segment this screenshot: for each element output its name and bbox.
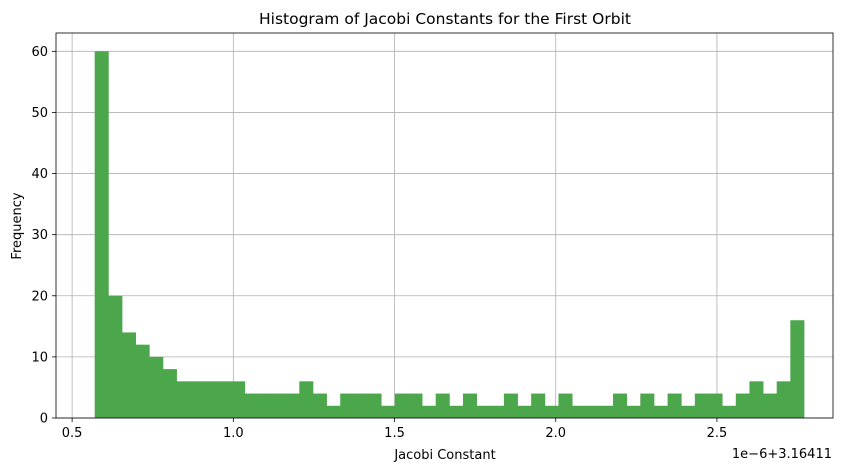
y-tick-label: 60 bbox=[31, 45, 48, 60]
histogram-bar bbox=[490, 405, 505, 418]
x-tick-label: 2.0 bbox=[545, 426, 566, 441]
histogram-bar bbox=[272, 393, 287, 418]
histogram-bar bbox=[162, 369, 177, 418]
histogram-bar bbox=[231, 381, 246, 418]
histogram-bar bbox=[749, 381, 764, 418]
histogram-bar bbox=[722, 405, 737, 418]
histogram-bar bbox=[476, 405, 491, 418]
histogram-bar bbox=[203, 381, 218, 418]
histogram-bar bbox=[640, 393, 655, 418]
histogram-bar bbox=[422, 405, 437, 418]
histogram-bar bbox=[190, 381, 205, 418]
histogram-bar bbox=[735, 393, 750, 418]
histogram-bar bbox=[449, 405, 464, 418]
histogram-bar bbox=[531, 393, 546, 418]
histogram-bars bbox=[94, 51, 805, 418]
histogram-bar bbox=[763, 393, 778, 418]
histogram-bar bbox=[694, 393, 709, 418]
histogram-bar bbox=[258, 393, 273, 418]
y-axis-ticks: 0 10 20 30 40 50 60 bbox=[31, 45, 56, 427]
histogram-bar bbox=[790, 320, 805, 418]
x-tick-label: 2.5 bbox=[707, 426, 728, 441]
histogram-bar bbox=[708, 393, 723, 418]
histogram-bar bbox=[135, 344, 150, 418]
plot-frame bbox=[55, 32, 834, 419]
histogram-bar bbox=[613, 393, 628, 418]
chart-title: Histogram of Jacobi Constants for the Fi… bbox=[259, 10, 631, 28]
x-axis-ticks: 0.5 1.0 1.5 2.0 2.5 bbox=[62, 418, 728, 441]
histogram-bar bbox=[285, 393, 300, 418]
y-tick-label: 0 bbox=[40, 412, 48, 427]
histogram-bar bbox=[326, 405, 341, 418]
x-tick-label: 1.0 bbox=[223, 426, 244, 441]
histogram-bar bbox=[217, 381, 232, 418]
histogram-bar bbox=[408, 393, 423, 418]
histogram-bar bbox=[681, 405, 696, 418]
histogram-bar bbox=[558, 393, 573, 418]
histogram-bar bbox=[381, 405, 396, 418]
histogram-bar bbox=[503, 393, 518, 418]
y-tick-label: 30 bbox=[31, 228, 48, 243]
histogram-bar bbox=[108, 295, 123, 418]
y-tick-label: 20 bbox=[31, 289, 48, 304]
histogram-bar bbox=[149, 356, 164, 418]
histogram-bar bbox=[517, 405, 532, 418]
histogram-bar bbox=[599, 405, 614, 418]
y-axis-label: Frequency bbox=[10, 192, 25, 259]
x-tick-label: 0.5 bbox=[62, 426, 83, 441]
histogram-bar bbox=[462, 393, 478, 418]
histogram-bar bbox=[776, 381, 791, 418]
x-axis-label: Jacobi Constant bbox=[393, 448, 495, 463]
histogram-bar bbox=[94, 51, 109, 418]
x-tick-label: 1.5 bbox=[384, 426, 405, 441]
histogram-bar bbox=[394, 393, 409, 418]
histogram-bar bbox=[244, 393, 259, 418]
histogram-bar bbox=[367, 393, 382, 418]
histogram-bar bbox=[626, 405, 641, 418]
histogram-bar bbox=[667, 393, 682, 418]
histogram-bar bbox=[340, 393, 355, 418]
histogram-bar bbox=[121, 332, 137, 418]
histogram-bar bbox=[353, 393, 368, 418]
histogram-bar bbox=[435, 393, 450, 418]
histogram-bar bbox=[544, 405, 559, 418]
histogram-bar bbox=[299, 381, 314, 418]
y-tick-label: 40 bbox=[31, 167, 48, 182]
x-axis-offset-text: 1e−6+3.16411 bbox=[732, 447, 832, 462]
histogram-bar bbox=[312, 393, 327, 418]
histogram-bar bbox=[585, 405, 600, 418]
histogram-bar bbox=[653, 405, 668, 418]
y-tick-label: 10 bbox=[31, 350, 48, 365]
y-tick-label: 50 bbox=[31, 106, 48, 121]
histogram-bar bbox=[572, 405, 587, 418]
grid-lines bbox=[56, 33, 833, 419]
histogram-bar bbox=[176, 381, 191, 418]
